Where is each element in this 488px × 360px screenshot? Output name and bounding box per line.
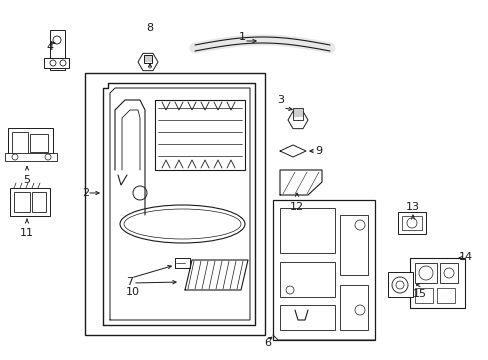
- Circle shape: [285, 286, 293, 294]
- Bar: [10, 188, 50, 216]
- Text: 12: 12: [289, 202, 304, 212]
- Bar: [339, 285, 367, 330]
- Circle shape: [53, 36, 61, 44]
- Bar: [12, 132, 28, 154]
- Circle shape: [45, 154, 51, 160]
- Ellipse shape: [120, 205, 244, 243]
- Circle shape: [406, 218, 416, 228]
- Text: 7: 7: [126, 277, 133, 287]
- Bar: [409, 258, 464, 308]
- Circle shape: [418, 266, 432, 280]
- Ellipse shape: [124, 209, 241, 239]
- Circle shape: [60, 60, 66, 66]
- Bar: [5, 153, 57, 161]
- Bar: [8, 128, 53, 158]
- Circle shape: [391, 277, 407, 293]
- Text: 4: 4: [46, 42, 54, 52]
- Circle shape: [395, 281, 403, 289]
- Text: 8: 8: [146, 23, 153, 33]
- Bar: [143, 55, 152, 63]
- Bar: [280, 208, 334, 253]
- Text: 3: 3: [277, 95, 284, 105]
- Bar: [414, 263, 436, 283]
- Text: 10: 10: [126, 287, 140, 297]
- Bar: [397, 212, 425, 234]
- Ellipse shape: [192, 44, 198, 52]
- Circle shape: [354, 220, 364, 230]
- Circle shape: [50, 60, 56, 66]
- Bar: [439, 263, 457, 283]
- Text: 2: 2: [82, 188, 89, 198]
- Bar: [32, 192, 46, 212]
- Text: 5: 5: [23, 175, 30, 185]
- Bar: [414, 288, 432, 303]
- Bar: [387, 272, 412, 297]
- Bar: [30, 134, 48, 152]
- Circle shape: [133, 186, 147, 200]
- Bar: [280, 262, 334, 297]
- Bar: [339, 215, 367, 275]
- Circle shape: [354, 305, 364, 315]
- Text: 11: 11: [20, 228, 34, 238]
- Text: 13: 13: [405, 202, 419, 212]
- Bar: [401, 216, 421, 230]
- Bar: [436, 288, 454, 303]
- Text: 14: 14: [458, 252, 472, 262]
- Text: 1: 1: [238, 32, 245, 42]
- Text: 9: 9: [315, 146, 322, 156]
- Bar: [50, 30, 65, 70]
- Bar: [272, 200, 374, 340]
- Ellipse shape: [326, 44, 332, 52]
- Circle shape: [443, 268, 453, 278]
- Bar: [85, 73, 264, 335]
- Circle shape: [12, 154, 18, 160]
- Text: 15: 15: [412, 289, 426, 299]
- Text: 6: 6: [264, 338, 271, 348]
- Bar: [280, 305, 334, 330]
- Bar: [14, 192, 30, 212]
- Bar: [292, 108, 303, 120]
- Bar: [44, 58, 69, 68]
